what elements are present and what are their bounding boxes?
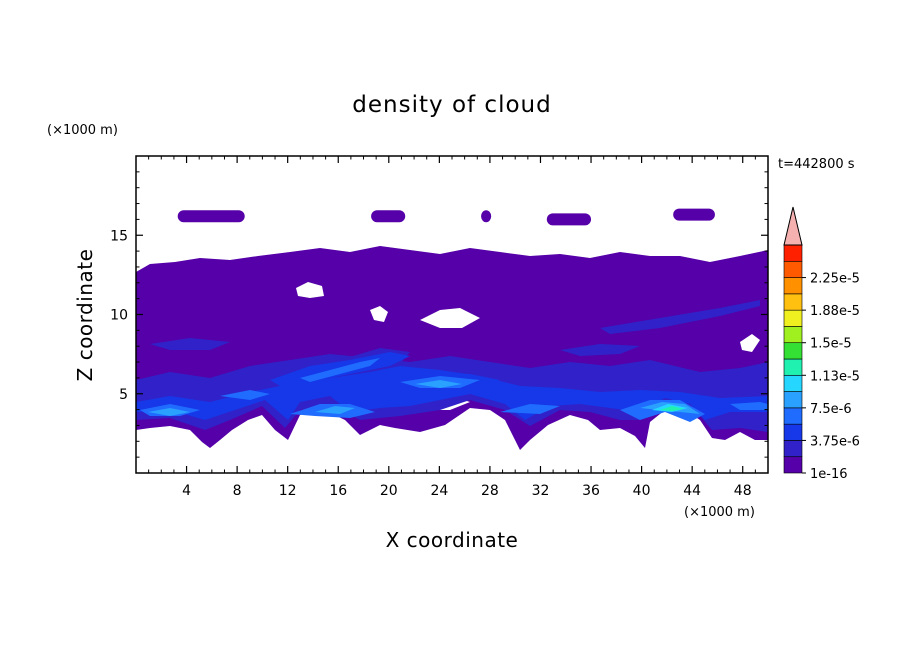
x-tick-label: 36 [582,483,600,499]
y-axis-label: Z coordinate [73,249,97,382]
colorbar-swatch [783,293,803,311]
layer-gap [740,334,760,352]
contour-field [136,246,768,450]
colorbar-label: 1e-16 [810,467,848,482]
layer-gap [370,306,388,322]
colorbar-swatch [783,260,803,278]
colorbar-label: 3.75e-6 [810,434,860,449]
colorbar-swatch [783,440,803,458]
contour-band-5 [315,406,355,414]
colorbar-swatch [783,342,803,360]
y-axis-unit: (×1000 m) [47,123,118,138]
x-tick-label: 12 [279,483,297,499]
upper-cloud-patch-4 [546,213,592,226]
colorbar: 1e-16 3.75e-6 7.5e-6 1.13e-5 1.5e-5 1.88e-5 2.… [783,206,860,482]
upper-cloud-patch-1 [177,210,245,223]
time-label: t=442800 s [778,157,855,172]
colorbar-label: 1.13e-5 [810,369,860,384]
y-tick-label: 5 [119,387,128,403]
contour-band-4 [730,402,768,410]
colorbar-swatch [783,277,803,295]
x-tick-label: 44 [683,483,701,499]
contour-band-4 [300,358,380,382]
contour-band-5 [660,406,684,411]
chart-title: density of cloud [352,92,551,118]
contour-band-5 [148,408,190,416]
x-tick-label: 24 [430,483,448,499]
x-axis-unit: (×1000 m) [684,505,755,520]
colorbar-label: 2.25e-5 [810,272,860,287]
contour-band-2 [600,300,760,334]
upper-cloud-patch-2 [371,210,406,223]
contour-band-2 [150,338,230,350]
x-tick-label: 20 [380,483,398,499]
x-axis-label: X coordinate [386,528,519,552]
layer-gap [296,282,324,298]
x-tick-label: 32 [532,483,550,499]
colorbar-swatch [783,456,803,474]
x-tick-label: 28 [481,483,499,499]
x-axis: 4 8 12 16 20 24 28 32 36 40 44 48 [148,156,756,499]
contour-band-3 [136,366,768,420]
y-tick-label: 15 [110,228,128,244]
y-axis: 5 10 15 [110,171,768,458]
colorbar-swatch [783,407,803,425]
colorbar-label: 7.5e-6 [810,402,852,417]
upper-cloud-patches [177,208,715,226]
contour-band-2 [560,344,640,356]
x-tick-label: 8 [233,483,242,499]
y-tick-label: 10 [110,308,128,324]
upper-cloud-patch-5 [673,208,715,221]
colorbar-label: 1.88e-5 [810,304,860,319]
colorbar-swatch [783,244,803,262]
contour-band-5 [415,380,462,388]
colorbar-label: 1.5e-5 [810,337,852,352]
colorbar-swatch [783,309,803,327]
x-tick-label: 48 [734,483,752,499]
upper-cloud-patch-3 [481,210,492,223]
colorbar-swatch [783,326,803,344]
colorbar-swatch [783,423,803,441]
x-tick-label: 16 [329,483,347,499]
colorbar-swatch [783,358,803,376]
contour-band-4 [500,404,560,414]
colorbar-swatch [783,391,803,409]
colorbar-extend-arrow [783,206,803,246]
x-tick-label: 40 [633,483,651,499]
colorbar-swatch [783,374,803,392]
contour-band-4 [220,390,270,400]
layer-gap [420,308,480,328]
x-tick-label: 4 [182,483,191,499]
